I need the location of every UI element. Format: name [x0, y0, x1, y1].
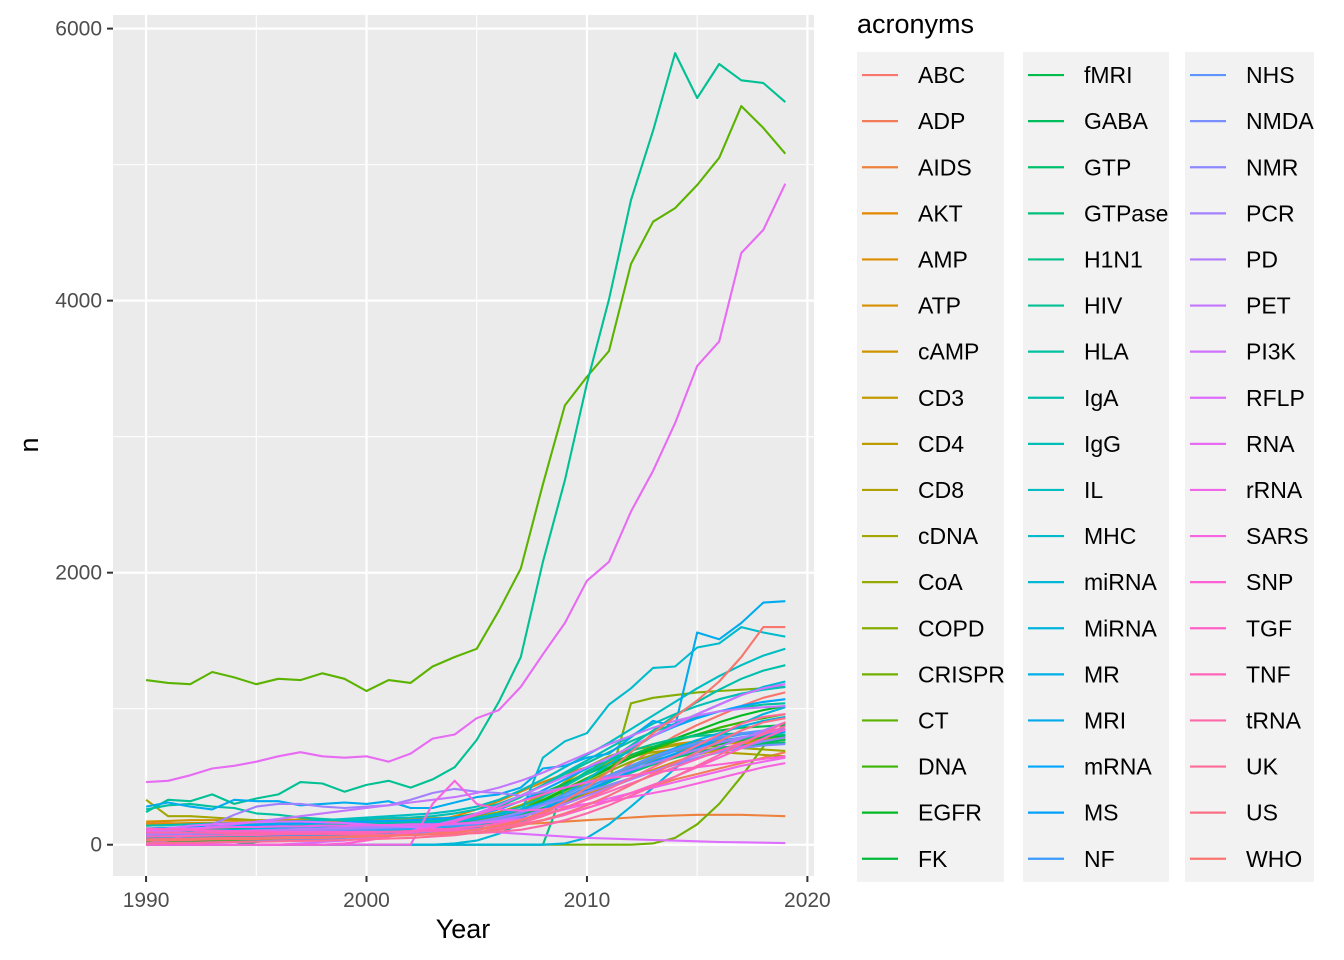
x-tick-label: 2010: [564, 889, 611, 912]
legend-label-pi3k: PI3K: [1246, 339, 1297, 365]
legend-label-ms: MS: [1084, 800, 1119, 826]
legend-key-background: [857, 52, 1004, 882]
legend-label-dna: DNA: [918, 754, 967, 780]
legend-label-nhs: NHS: [1246, 62, 1295, 88]
legend-label-rflp: RFLP: [1246, 385, 1305, 411]
legend-label-hiv: HIV: [1084, 293, 1123, 319]
series-line-mr: [146, 715, 786, 834]
legend-label-ct: CT: [918, 707, 949, 733]
legend-label-pcr: PCR: [1246, 200, 1295, 226]
legend: acronyms ABC ADP AIDS AKT AMP ATP cAMP CD3 CD4 CD…: [857, 9, 1314, 882]
legend-label-copd: COPD: [918, 615, 984, 641]
legend-label-aids: AIDS: [918, 154, 972, 180]
y-tick-label: 2000: [55, 562, 102, 585]
legend-label-tnf: TNF: [1246, 661, 1291, 687]
legend-label-gtp: GTP: [1084, 154, 1131, 180]
legend-label-tgf: TGF: [1246, 615, 1292, 641]
y-tick-label: 4000: [55, 290, 102, 313]
legend-label-h1n1: H1N1: [1084, 246, 1143, 272]
legend-label-cd8: CD8: [918, 477, 964, 503]
legend-label-mirna: miRNA: [1084, 569, 1157, 595]
series-lines: [145, 52, 787, 846]
legend-label-fmri: fMRI: [1084, 62, 1133, 88]
legend-label-sars: SARS: [1246, 523, 1309, 549]
legend-label-uk: UK: [1246, 754, 1279, 780]
legend-label-mrna: mRNA: [1084, 754, 1152, 780]
legend-key-background: [1185, 52, 1314, 882]
legend-label-pet: PET: [1246, 293, 1291, 319]
y-tick-label: 6000: [55, 18, 102, 41]
legend-label-crispr: CRISPR: [918, 661, 1005, 687]
legend-label-coa: CoA: [918, 569, 963, 595]
legend-label-mirna: MiRNA: [1084, 615, 1157, 641]
legend-label-rrna: rRNA: [1246, 477, 1303, 503]
series-line-rna: [146, 183, 787, 784]
x-tick-label: 2000: [343, 889, 390, 912]
x-axis-title: Year: [436, 914, 491, 944]
series-line-hiv: [145, 52, 786, 814]
series-line-tnf: [146, 725, 786, 838]
legend-label-mri: MRI: [1084, 707, 1126, 733]
x-tick-label: 1990: [123, 889, 170, 912]
legend-label-mhc: MHC: [1084, 523, 1136, 549]
legend-label-akt: AKT: [918, 200, 963, 226]
legend-label-amp: AMP: [918, 246, 968, 272]
legend-title: acronyms: [857, 9, 974, 39]
minor-gridlines: [113, 15, 814, 876]
series-line-rrna: [146, 756, 786, 831]
legend-label-gtpase: GTPase: [1084, 200, 1168, 226]
legend-label-fk: FK: [918, 846, 948, 872]
legend-label-nmda: NMDA: [1246, 108, 1314, 134]
legend-label-rna: RNA: [1246, 431, 1295, 457]
legend-label-cdna: cDNA: [918, 523, 979, 549]
legend-label-us: US: [1246, 800, 1278, 826]
legend-label-pd: PD: [1246, 246, 1278, 272]
legend-label-mr: MR: [1084, 661, 1120, 687]
legend-label-who: WHO: [1246, 846, 1302, 872]
x-tick-label: 2020: [784, 889, 831, 912]
legend-label-nmr: NMR: [1246, 154, 1298, 180]
series-line-snp: [146, 755, 786, 846]
legend-label-camp: cAMP: [918, 339, 979, 365]
legend-key-background: [1023, 52, 1169, 882]
series-line-ct: [145, 105, 787, 693]
legend-label-gaba: GABA: [1084, 108, 1149, 134]
series-line-who: [146, 626, 786, 842]
axes: 1990 2000 2010 2020 0 2000 4000 6000: [55, 18, 830, 912]
legend-label-cd4: CD4: [918, 431, 964, 457]
legend-label-iga: IgA: [1084, 385, 1119, 411]
legend-label-nf: NF: [1084, 846, 1115, 872]
legend-label-adp: ADP: [918, 108, 965, 134]
y-axis-title: n: [14, 437, 44, 452]
legend-label-hla: HLA: [1084, 339, 1129, 365]
legend-label-cd3: CD3: [918, 385, 964, 411]
legend-label-atp: ATP: [918, 293, 961, 319]
legend-label-snp: SNP: [1246, 569, 1293, 595]
series-line-mri: [145, 600, 786, 811]
legend-label-egfr: EGFR: [918, 800, 982, 826]
legend-label-abc: ABC: [918, 62, 965, 88]
legend-label-trna: tRNA: [1246, 707, 1302, 733]
legend-label-igg: IgG: [1084, 431, 1121, 457]
series-line-us: [146, 717, 786, 841]
legend-label-il: IL: [1084, 477, 1103, 503]
y-tick-label: 0: [90, 834, 102, 857]
